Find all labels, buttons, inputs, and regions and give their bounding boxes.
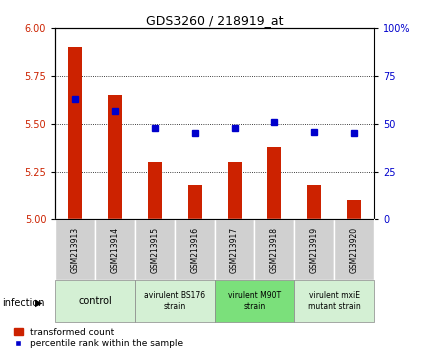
Text: GSM213918: GSM213918 [270, 227, 279, 273]
Bar [227, 162, 241, 219]
Text: infection: infection [2, 298, 45, 308]
Text: control: control [78, 296, 112, 306]
Text: GSM213919: GSM213919 [310, 227, 319, 273]
Bar [215, 219, 255, 280]
Text: GSM213913: GSM213913 [71, 227, 79, 273]
Bar [148, 162, 162, 219]
Bar [68, 47, 82, 219]
Bar [175, 219, 215, 280]
Bar [188, 185, 202, 219]
Bar [135, 219, 175, 280]
Text: ▶: ▶ [35, 298, 42, 308]
Bar [108, 95, 122, 219]
Bar [55, 280, 135, 322]
Legend: transformed count, percentile rank within the sample: transformed count, percentile rank withi… [13, 327, 184, 349]
Bar [95, 219, 135, 280]
Bar [267, 147, 281, 219]
Text: GSM213920: GSM213920 [350, 227, 359, 273]
Bar [347, 200, 361, 219]
Text: virulent M90T
strain: virulent M90T strain [228, 291, 281, 310]
Text: virulent mxiE
mutant strain: virulent mxiE mutant strain [308, 291, 360, 310]
Text: GSM213916: GSM213916 [190, 227, 199, 273]
Bar [255, 219, 294, 280]
Text: GSM213914: GSM213914 [110, 227, 119, 273]
Bar [294, 219, 334, 280]
Bar [307, 185, 321, 219]
Bar [135, 280, 215, 322]
Text: GSM213915: GSM213915 [150, 227, 159, 273]
Bar [334, 219, 374, 280]
Text: avirulent BS176
strain: avirulent BS176 strain [144, 291, 205, 310]
Bar [294, 280, 374, 322]
Bar [215, 280, 294, 322]
Text: GSM213917: GSM213917 [230, 227, 239, 273]
Bar [55, 219, 95, 280]
Title: GDS3260 / 218919_at: GDS3260 / 218919_at [146, 14, 283, 27]
